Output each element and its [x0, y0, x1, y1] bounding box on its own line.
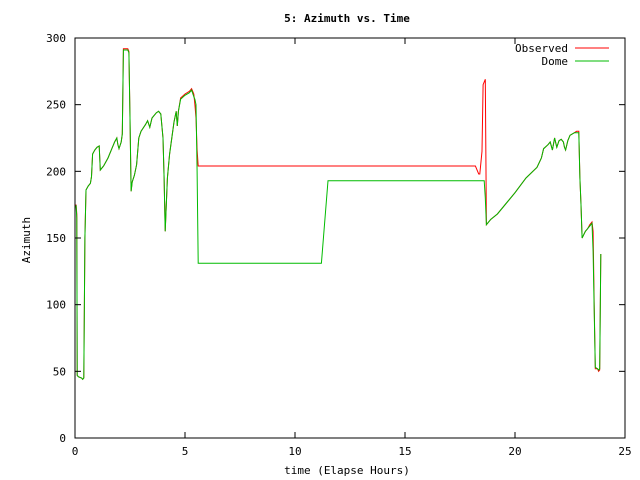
x-tick-label: 5: [182, 445, 189, 458]
x-tick-label: 25: [618, 445, 631, 458]
x-tick-label: 10: [288, 445, 301, 458]
x-tick-label: 20: [508, 445, 521, 458]
chart-title: 5: Azimuth vs. Time: [284, 12, 410, 25]
x-tick-label: 15: [398, 445, 411, 458]
series-line-dome: [74, 49, 602, 381]
y-tick-label: 100: [46, 299, 66, 312]
y-tick-label: 300: [46, 32, 66, 45]
y-axis: 0 50 100 150 200 250 300: [46, 32, 625, 445]
plot-series: [74, 48, 602, 381]
legend-label-dome: Dome: [542, 55, 569, 68]
x-tick-label: 0: [72, 445, 79, 458]
legend: Observed Dome: [515, 42, 609, 68]
y-axis-label: Azimuth: [20, 217, 33, 263]
x-axis-label: time (Elapse Hours): [284, 464, 410, 477]
y-tick-label: 150: [46, 232, 66, 245]
y-tick-label: 200: [46, 165, 66, 178]
y-tick-label: 0: [59, 432, 66, 445]
legend-label-observed: Observed: [515, 42, 568, 55]
y-tick-label: 250: [46, 99, 66, 112]
y-tick-label: 50: [53, 365, 66, 378]
x-axis: 0 5 10 15 20 25: [72, 38, 632, 458]
